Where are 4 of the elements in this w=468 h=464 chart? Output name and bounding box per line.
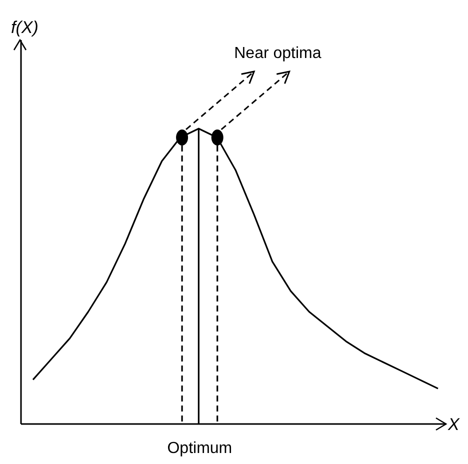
x-axis-title: X: [447, 415, 460, 434]
text: Near optima: [234, 45, 322, 62]
text: Optimum: [167, 440, 232, 457]
text: f(X): [11, 18, 38, 37]
